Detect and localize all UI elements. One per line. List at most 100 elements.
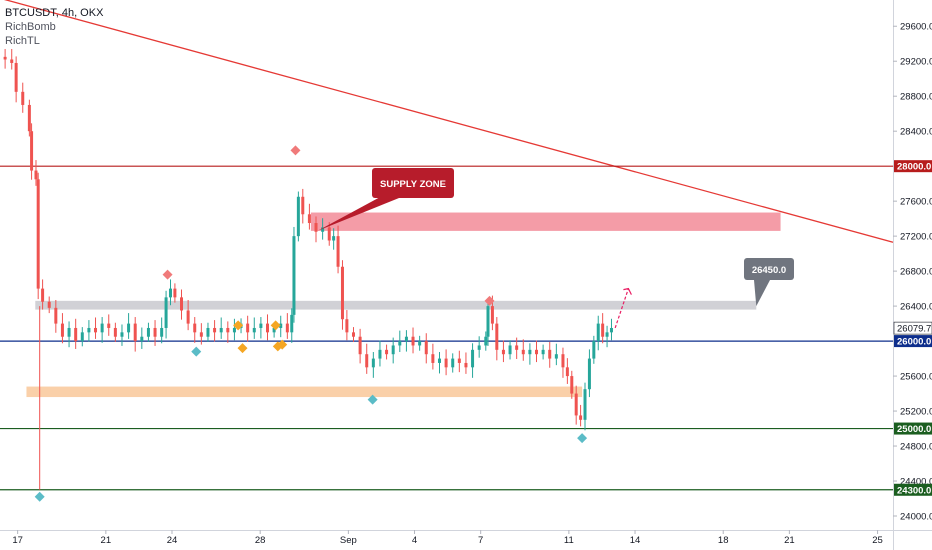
candle-body [332,236,336,241]
candle-body [515,345,519,350]
candle-body [219,327,223,333]
signal-marker [34,491,45,502]
candle-body [120,332,124,337]
candle-body [54,307,58,324]
candle-body [378,349,382,359]
x-tick-label: 28 [255,535,266,546]
x-tick-label: 7 [478,535,483,546]
signal-marker [191,346,202,357]
signal-marker [270,320,281,331]
y-tick-label: 28800.0 [900,92,932,103]
level-tag-label: 25000.0 [897,424,931,435]
candle-body [451,358,455,368]
candle-body [74,327,78,342]
candle-body [345,319,349,333]
candle-body [21,91,25,105]
y-tick-label: 29200.0 [900,57,932,68]
candle-body [107,323,111,328]
price-callout [744,258,794,280]
candle-body [94,327,98,333]
candle-body [484,336,488,346]
x-tick-label: 21 [784,535,795,546]
candle-body [548,349,552,359]
y-tick-label: 24000.0 [900,512,932,523]
candle-body [583,389,587,420]
price-callout-label: 26450.0 [752,265,786,276]
candle-body [579,415,583,420]
candle-body [314,223,318,232]
signal-marker [162,269,173,280]
candle-body [444,358,448,368]
candle-body [490,306,494,324]
candle-body [371,358,375,368]
candle-body [605,332,609,337]
signal-marker [577,433,588,444]
candle-body [296,196,300,237]
candle-body [327,227,331,241]
legend-symbol: BTCUSDT, 4h, OKX [5,7,104,19]
candle-body [41,288,45,302]
candle-body [168,288,172,298]
projection-arrow-head [623,287,632,295]
candle-body [521,349,525,355]
current-price-tag [893,321,932,335]
candle-body [424,341,428,355]
candle-body [133,323,137,342]
candle-body [592,341,596,359]
candle-body [153,327,157,337]
trendline [3,0,894,243]
y-tick-label: 27600.0 [900,197,932,208]
candle-body [173,288,177,298]
candle-body [226,327,230,333]
level-tag [894,483,932,496]
candle-body [36,179,40,289]
candle-body [570,376,574,394]
candle-body [541,349,545,355]
candle-body [113,327,117,337]
candle-body [10,59,14,63]
y-tick-label: 27200.0 [900,232,932,243]
candle-body [587,358,591,390]
candle-body [206,327,210,337]
y-tick-label: 25200.0 [900,407,932,418]
x-tick-label: 25 [872,535,883,546]
candle-body [457,358,461,363]
y-tick-label: 25600.0 [900,372,932,383]
x-tick-label: Sep [340,535,357,546]
y-tick-label: 26400.0 [900,302,932,313]
signal-marker [290,145,301,156]
candle-body [561,354,565,368]
candle-body [140,336,144,342]
candle-body [340,266,344,320]
x-tick-label: 11 [564,535,574,546]
candle-body [180,297,184,311]
signal-marker [237,343,248,354]
candle-body [27,104,31,132]
x-tick-label: 21 [101,535,112,546]
level-tag [894,160,932,173]
candle-body [80,332,84,342]
candle-body [535,349,539,355]
y-tick-label: 24800.0 [900,442,932,453]
candle-body [336,236,340,267]
candle-body [87,327,91,333]
support-zone [26,386,583,398]
y-tick-label: 26800.0 [900,267,932,278]
candle-body [127,323,131,333]
supply-zone-pointer [317,196,404,231]
candle-body [385,349,389,355]
candle-body [477,345,481,350]
level-tag-label: 28000.0 [897,162,931,173]
candle-body [186,310,190,324]
y-tick-label: 29600.0 [900,22,932,33]
candle-body [464,362,468,368]
candle-body [259,323,263,328]
candle-body [404,336,408,342]
x-tick-label: 14 [630,535,641,546]
y-tick-label: 24400.0 [900,477,932,488]
candle-body [358,336,362,355]
candle-body [321,227,325,232]
signal-marker [233,320,244,331]
candle-body [232,327,236,333]
